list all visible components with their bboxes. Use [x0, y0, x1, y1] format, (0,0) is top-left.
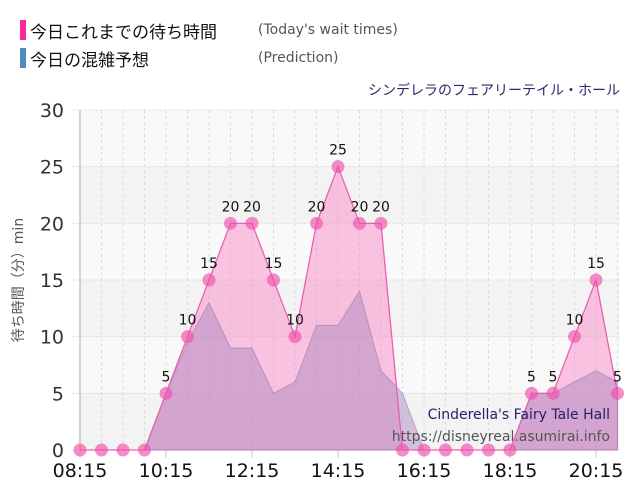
legend-item-today: 今日これまでの待ち時間 (Today's wait times) — [20, 16, 398, 44]
data-point — [181, 330, 194, 344]
data-point — [374, 216, 388, 230]
data-label: 5 — [549, 369, 558, 385]
legend-label-en: (Prediction) — [258, 50, 339, 66]
x-tick-label: 20:15 — [569, 460, 624, 482]
data-point — [331, 160, 345, 174]
legend-swatch-prediction — [20, 48, 26, 68]
prediction-area — [80, 290, 618, 451]
y-tick-label: 25 — [40, 157, 64, 179]
y-tick-label: 10 — [40, 327, 64, 349]
y-axis-title: 待ち時間（分）min — [11, 218, 27, 342]
legend-item-prediction: 今日の混雑予想 (Prediction) — [20, 44, 398, 72]
data-label: 15 — [587, 256, 605, 272]
data-point — [95, 443, 108, 457]
data-point — [460, 443, 474, 457]
data-point — [417, 443, 431, 457]
data-point — [503, 443, 517, 457]
data-label: 15 — [200, 256, 218, 272]
data-label: 20 — [372, 199, 390, 215]
data-point — [568, 330, 581, 344]
x-tick-label: 14:15 — [311, 460, 366, 482]
data-label: 5 — [162, 369, 171, 385]
data-point — [73, 443, 87, 457]
legend-label-jp: 今日の混雑予想 — [30, 50, 149, 71]
data-point — [288, 330, 302, 344]
data-point — [202, 273, 216, 287]
legend-label-en: (Today's wait times) — [258, 22, 398, 38]
data-label: 20 — [308, 199, 326, 215]
data-label: 25 — [329, 143, 347, 159]
plot-band — [80, 393, 620, 450]
data-point — [353, 216, 366, 230]
data-point — [138, 443, 151, 457]
data-point — [589, 273, 603, 287]
data-label: 20 — [222, 199, 240, 215]
plot-band — [80, 110, 620, 167]
data-point — [611, 386, 624, 400]
data-label: 10 — [286, 313, 304, 329]
data-point — [482, 443, 495, 457]
data-label: 20 — [351, 199, 369, 215]
data-label: 10 — [566, 313, 584, 329]
data-point — [310, 216, 323, 230]
data-point — [439, 443, 452, 457]
x-tick-label: 10:15 — [139, 460, 194, 482]
x-tick-label: 18:15 — [483, 460, 538, 482]
plot-band — [80, 166, 620, 224]
legend-swatch-today — [20, 20, 26, 40]
data-label: 5 — [527, 369, 536, 385]
data-point — [116, 443, 130, 457]
y-tick-label: 5 — [52, 383, 64, 405]
data-label: 20 — [243, 199, 261, 215]
attraction-title: シンデレラのフェアリーテイル・ホール — [368, 83, 620, 99]
data-point — [525, 386, 538, 400]
y-tick-label: 30 — [40, 100, 64, 122]
data-point — [224, 216, 237, 230]
legend: 今日これまでの待ち時間 (Today's wait times) 今日の混雑予想… — [20, 16, 398, 72]
today-line — [80, 164, 619, 451]
x-tick-label: 12:15 — [225, 460, 280, 482]
y-tick-label: 15 — [40, 270, 64, 292]
legend-label-jp: 今日これまでの待ち時間 — [30, 22, 217, 43]
watermark-name: Cinderella's Fairy Tale Hall — [428, 407, 610, 423]
plot-band — [80, 223, 620, 280]
x-tick-label: 16:15 — [397, 460, 452, 482]
data-label: 15 — [265, 256, 283, 272]
x-tick-label: 08:15 — [53, 460, 108, 482]
data-point — [245, 216, 259, 230]
data-label: 10 — [179, 313, 197, 329]
data-label: 5 — [613, 369, 622, 385]
data-point — [396, 443, 409, 457]
y-tick-label: 20 — [40, 213, 64, 235]
watermark-url: https://disneyreal.asumirai.info — [392, 429, 610, 445]
data-point — [159, 386, 173, 400]
data-point — [546, 386, 560, 400]
plot-band — [80, 280, 620, 337]
data-point — [267, 273, 280, 287]
y-tick-label: 0 — [52, 440, 64, 462]
